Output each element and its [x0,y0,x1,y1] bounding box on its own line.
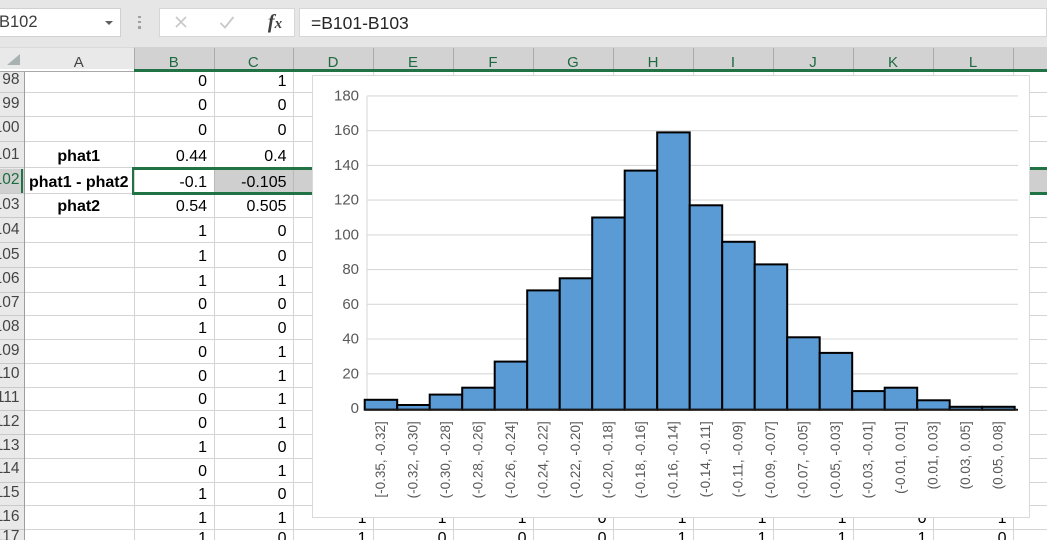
svg-text:0: 0 [350,400,358,417]
svg-text:(-0.11, -0.09]: (-0.11, -0.09] [730,421,745,497]
svg-text:100: 100 [333,227,358,244]
svg-text:40: 40 [342,331,359,348]
svg-text:(-0.05, -0.03]: (-0.05, -0.03] [827,421,842,498]
svg-text:(-0.03, -0.01]: (-0.03, -0.01] [860,421,875,498]
svg-text:20: 20 [342,366,359,383]
svg-text:(-0.30, -0.28]: (-0.30, -0.28] [437,421,452,498]
svg-text:(-0.20, -0.18]: (-0.20, -0.18] [600,421,615,498]
svg-text:(-0.22, -0.20]: (-0.22, -0.20] [568,421,583,498]
svg-text:(-0.18, -0.16]: (-0.18, -0.16] [633,421,648,498]
svg-text:(-0.01, 0.01]: (-0.01, 0.01] [892,421,907,494]
svg-text:60: 60 [342,296,359,313]
svg-text:(-0.32, -0.30]: (-0.32, -0.30] [405,421,420,498]
svg-text:(-0.28, -0.26]: (-0.28, -0.26] [470,421,485,498]
svg-text:(-0.24, -0.22]: (-0.24, -0.22] [535,421,550,498]
svg-text:120: 120 [333,192,358,209]
svg-text:180: 180 [333,88,358,105]
svg-text:(0.05, 0.08]: (0.05, 0.08] [990,421,1005,489]
svg-text:(0.01, 0.03]: (0.01, 0.03] [925,421,940,489]
svg-text:(-0.07, -0.05]: (-0.07, -0.05] [795,421,810,498]
svg-text:[-0.35, -0.32]: [-0.35, -0.32] [372,421,387,497]
svg-text:80: 80 [342,261,359,278]
svg-text:(-0.16, -0.14]: (-0.16, -0.14] [665,421,680,498]
svg-text:(-0.14, -0.11]: (-0.14, -0.11] [697,421,712,497]
svg-text:160: 160 [333,122,358,139]
svg-text:(0.03, 0.05]: (0.03, 0.05] [957,421,972,489]
svg-text:140: 140 [333,157,358,174]
svg-text:(-0.09, -0.07]: (-0.09, -0.07] [762,421,777,498]
svg-text:(-0.26, -0.24]: (-0.26, -0.24] [502,421,517,498]
